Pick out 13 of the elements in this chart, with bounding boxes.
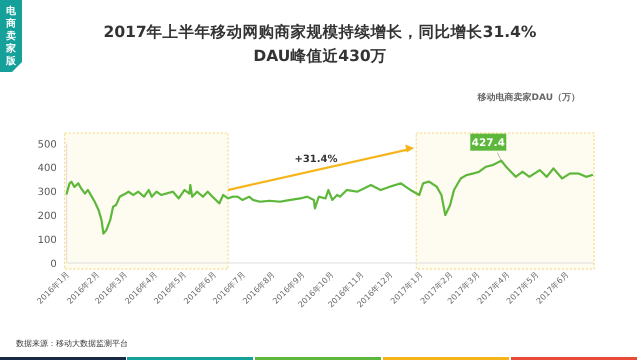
y-tick-label: 300 [38,187,57,198]
text: 电商卖家版 [5,5,17,67]
y-tick-label: 500 [38,139,57,150]
annotation: 427.4 [472,137,505,150]
annotation: +31.4% [294,154,338,165]
y-axis-title: 移动电商卖家DAU（万） [476,92,580,103]
y-tick-label: 400 [38,163,57,174]
source-note: 数据来源：移动大数据监测平台 [16,339,128,348]
y-tick-label: 200 [38,211,57,222]
y-tick-label: 0 [50,259,57,270]
chart-title: 2017年上半年移动网购商家规模持续增长，同比增长31.4% [104,22,537,41]
chart-subtitle: DAU峰值近430万 [253,47,387,65]
y-tick-label: 100 [38,235,57,246]
